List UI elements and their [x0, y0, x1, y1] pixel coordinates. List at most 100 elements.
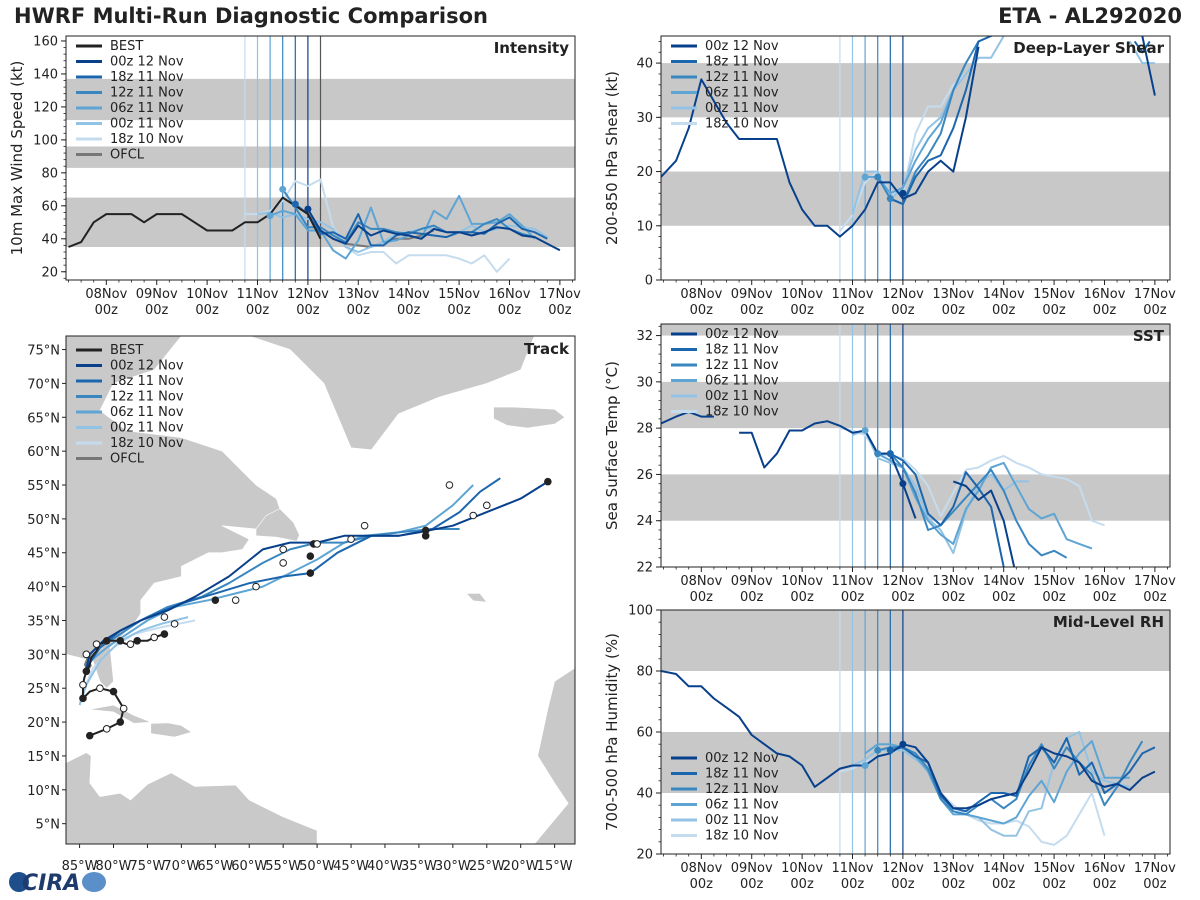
rh-title: Mid-Level RH: [1053, 613, 1164, 631]
sst-legend-label: 18z 11 Nov: [705, 343, 779, 358]
lon-tick-label: 85°W: [62, 859, 98, 874]
rh-y-tick-label: 40: [636, 787, 653, 802]
track-title: Track: [524, 340, 570, 358]
rh-x-tick-label-day: 14Nov: [983, 861, 1025, 876]
shear-legend-label: 00z 12 Nov: [705, 39, 779, 54]
lon-tick-label: 80°W: [96, 859, 132, 874]
lat-tick-label: 5°N: [36, 818, 61, 833]
rh-x-tick-label-day: 10Nov: [781, 861, 823, 876]
track-position-marker: [421, 526, 430, 535]
lon-tick-label: 15°W: [537, 859, 573, 874]
track-position-marker: [92, 640, 101, 648]
rh-x-tick-label-hour: 00z: [790, 877, 814, 892]
sst-legend-label: 12z 11 Nov: [705, 358, 779, 373]
ocean: [66, 336, 575, 844]
intensity-x-tick-label-day: 12Nov: [287, 287, 329, 302]
shear-init-marker: [886, 195, 894, 203]
sst-x-tick-label-hour: 00z: [841, 590, 865, 605]
sst-series-line: [952, 480, 1016, 567]
shear-series-line: [661, 46, 980, 238]
lat-tick-label: 45°N: [27, 547, 60, 562]
rh-y-axis-label: 700-500 hPa Humidity (%): [603, 633, 621, 831]
sst-shaded-band: [661, 324, 1170, 336]
sst-x-tick-label-hour: 00z: [790, 590, 814, 605]
shear-series-line: [1128, 40, 1155, 65]
page-title: HWRF Multi-Run Diagnostic Comparison: [14, 4, 489, 28]
shear-x-tick-label-day: 10Nov: [781, 287, 823, 302]
shear-x-tick-label-hour: 00z: [942, 303, 966, 318]
lat-tick-label: 70°N: [27, 377, 60, 392]
intensity-x-tick-label-hour: 00z: [195, 303, 219, 318]
rh-x-tick-label-hour: 00z: [992, 877, 1016, 892]
rh-x-tick-label-hour: 00z: [690, 877, 714, 892]
track-position-marker: [82, 667, 91, 676]
shear-x-tick-label-day: 11Nov: [832, 287, 874, 302]
shear-x-tick-label-day: 14Nov: [983, 287, 1025, 302]
track-position-marker: [79, 694, 87, 703]
intensity-legend-label: 00z 11 Nov: [110, 117, 184, 132]
shear-legend-label: 18z 10 Nov: [705, 117, 779, 132]
rh-x-tick-label-day: 17Nov: [1134, 861, 1176, 876]
track-position-marker: [150, 633, 159, 642]
lat-tick-label: 55°N: [27, 479, 60, 494]
sst-x-tick-label-day: 13Nov: [932, 574, 974, 589]
land-mass: [574, 565, 575, 615]
sst-y-tick-label: 24: [636, 514, 653, 529]
intensity-init-marker: [279, 185, 287, 193]
track-position-marker: [160, 613, 169, 621]
rh-x-tick-label-hour: 00z: [942, 877, 966, 892]
track-position-marker: [133, 637, 142, 645]
sst-x-tick-label-hour: 00z: [690, 590, 714, 605]
track-position-marker: [126, 640, 135, 648]
rh-chart: 2040608010008Nov00z09Nov00z10Nov00z11Nov…: [603, 604, 1176, 893]
rh-legend-label: 00z 11 Nov: [705, 813, 779, 828]
shear-y-tick-label: 40: [636, 57, 653, 72]
track-legend-label: OFCL: [110, 452, 145, 467]
intensity-x-tick-label-day: 17Nov: [539, 287, 581, 302]
lat-tick-label: 50°N: [27, 513, 60, 528]
lon-tick-label: 30°W: [435, 859, 471, 874]
sst-legend-label: 00z 11 Nov: [705, 389, 779, 404]
shear-shaded-band: [661, 171, 1170, 226]
intensity-x-tick-label-hour: 00z: [498, 303, 522, 318]
intensity-x-tick-label-hour: 00z: [296, 303, 320, 318]
track-plot-area: [66, 336, 575, 844]
land-mass: [465, 593, 488, 603]
intensity-y-tick-label: 120: [33, 100, 58, 115]
track-position-marker: [544, 477, 552, 486]
shear-init-marker: [899, 189, 907, 197]
shear-legend-label: 06z 11 Nov: [705, 86, 779, 101]
lon-tick-label: 40°W: [367, 859, 403, 874]
intensity-x-tick-label-day: 15Nov: [438, 287, 480, 302]
logo-text: CIRA: [22, 871, 80, 896]
intensity-x-tick-label-hour: 00z: [145, 303, 169, 318]
shear-x-tick-label-hour: 00z: [841, 303, 865, 318]
track-position-marker: [116, 718, 125, 726]
lon-tick-label: 65°W: [197, 859, 233, 874]
land-mass: [66, 752, 318, 844]
rh-legend-label: 18z 10 Nov: [705, 829, 779, 844]
shear-series-line: [839, 57, 980, 232]
intensity-y-tick-label: 100: [33, 133, 58, 148]
lon-tick-label: 75°W: [129, 859, 165, 874]
lat-tick-label: 10°N: [27, 784, 60, 799]
rh-legend-label: 00z 12 Nov: [705, 751, 779, 766]
cira-logo: CIRA: [6, 866, 106, 896]
sst-x-tick-label-hour: 00z: [740, 590, 764, 605]
intensity-x-tick-label-hour: 00z: [447, 303, 471, 318]
rh-plot-area: [661, 610, 1170, 854]
lat-tick-label: 25°N: [27, 682, 60, 697]
lat-tick-label: 60°N: [27, 445, 60, 460]
intensity-x-tick-label-day: 11Nov: [237, 287, 279, 302]
sst-y-tick-label: 22: [636, 561, 653, 576]
sst-series-line: [739, 420, 917, 519]
shear-x-tick-label-hour: 00z: [992, 303, 1016, 318]
lon-tick-label: 70°W: [163, 859, 199, 874]
track-line: [85, 484, 474, 666]
rh-x-tick-label-hour: 00z: [891, 877, 915, 892]
lat-tick-label: 35°N: [27, 614, 60, 629]
track-position-marker: [252, 582, 260, 591]
track-position-marker: [116, 637, 125, 645]
shear-x-tick-label-hour: 00z: [790, 303, 814, 318]
track-position-marker: [211, 596, 220, 604]
